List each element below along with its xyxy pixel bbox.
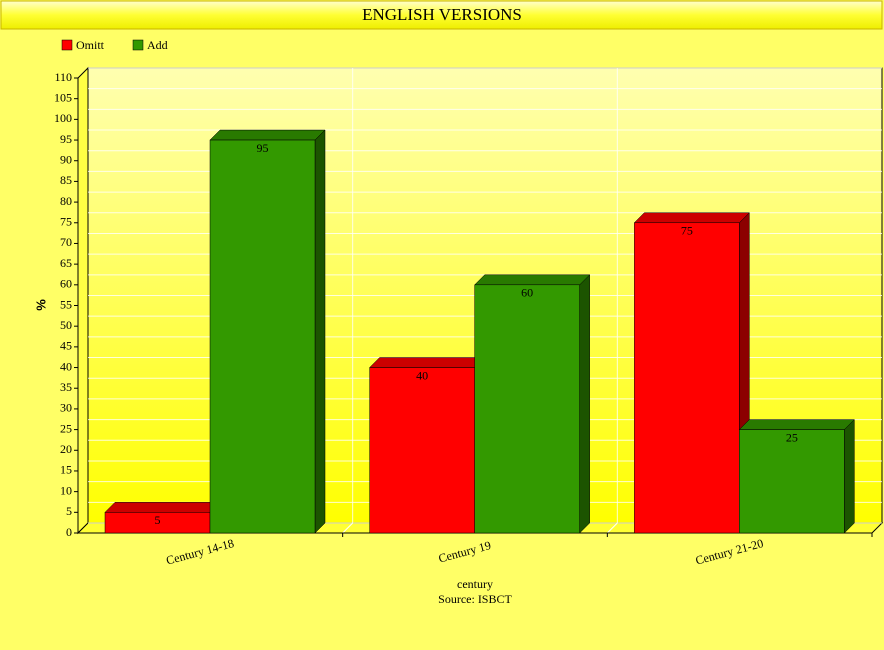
y-tick-label: 35 (60, 380, 72, 394)
data-label: 25 (786, 430, 798, 444)
bar-top (369, 357, 486, 368)
bar (369, 367, 475, 534)
y-tick-label: 100 (54, 111, 72, 125)
bar (634, 222, 740, 534)
y-tick-label: 15 (60, 463, 72, 477)
y-tick-label: 65 (60, 256, 72, 270)
floor-grid-line (342, 522, 354, 534)
y-tick-label: 75 (60, 215, 72, 229)
y-axis-label: % (33, 299, 48, 311)
y-tick-label: 90 (60, 152, 72, 166)
y-tick-label: 95 (60, 132, 72, 146)
y-tick-label: 0 (66, 525, 72, 539)
y-tick-label: 70 (60, 235, 72, 249)
bar-top (104, 502, 221, 513)
data-label: 60 (521, 286, 533, 300)
bar-side (314, 129, 326, 534)
y-tick-label: 5 (66, 504, 72, 518)
bar-top (738, 419, 855, 430)
data-label: 75 (681, 224, 693, 238)
y-tick-label: 30 (60, 401, 72, 415)
y-tick-label: 20 (60, 442, 72, 456)
bar (474, 284, 580, 534)
y-tick-label: 85 (60, 173, 72, 187)
y-tick-label: 55 (60, 297, 72, 311)
y-tick-label: 60 (60, 277, 72, 291)
y-tick-label: 10 (60, 483, 72, 497)
y-tick-label: 105 (54, 90, 72, 104)
floor-grid-line (606, 522, 618, 534)
legend-swatch (61, 39, 73, 51)
data-label: 95 (257, 141, 269, 155)
y-tick-label: 50 (60, 318, 72, 332)
source-note: Source: ISBCT (438, 592, 512, 606)
bar-side (844, 418, 855, 534)
bar-top (209, 129, 326, 141)
bar-side (579, 274, 590, 534)
title-bar (0, 0, 883, 30)
x-axis-label: century (457, 577, 493, 591)
chart-title: ENGLISH VERSIONS (362, 5, 522, 24)
data-label: 5 (155, 513, 161, 527)
bar-top (633, 212, 750, 224)
y-tick-label: 40 (60, 359, 72, 373)
y-tick-label: 110 (54, 70, 72, 84)
side-wall (77, 66, 89, 535)
bar (739, 429, 845, 534)
legend-label: Omitt (76, 38, 105, 52)
y-tick-label: 45 (60, 339, 72, 353)
legend-label: Add (147, 38, 168, 52)
data-label: 40 (416, 368, 428, 382)
y-tick-label: 80 (60, 194, 72, 208)
y-tick-label: 25 (60, 421, 72, 435)
bar-top (474, 274, 591, 286)
bar (209, 139, 316, 534)
legend-swatch (132, 39, 144, 51)
